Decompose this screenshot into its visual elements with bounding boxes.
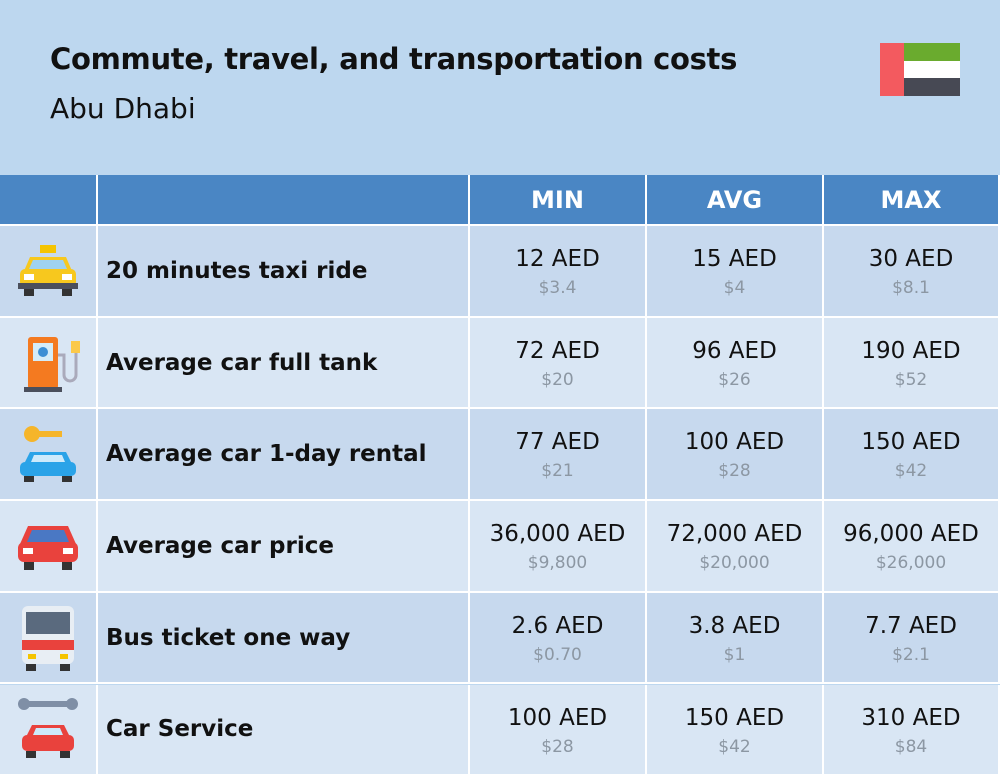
local-price: 150 AED [684, 704, 785, 731]
value-cell: 3.8 AED $1 [647, 592, 824, 685]
local-price: 12 AED [515, 246, 600, 272]
icon [24, 336, 80, 392]
row-label: 20 minutes taxi ride [98, 226, 470, 318]
icon [20, 426, 76, 483]
local-price: 100 AED [507, 704, 608, 731]
table: MIN AVG MAX 20 minutes taxi ride 12 AED $3.4 1… [0, 175, 1000, 776]
column-header: MIN [470, 175, 647, 226]
value-cell: 30 AED $8.1 [824, 226, 1000, 318]
subtitle: Abu Dhabi [50, 92, 196, 125]
local-price: 77 AED [515, 429, 600, 456]
local-price: 310 AED [861, 704, 961, 731]
row-label: Average car 1-day rental [98, 409, 470, 502]
value-cell: 100 AED $28 [470, 684, 647, 776]
value-cell: 2.6 AED $0.70 [470, 592, 647, 685]
local-price: 72,000 AED [666, 521, 803, 548]
title: Commute, travel, and transportation cost… [50, 42, 738, 76]
local-price: 150 AED [861, 429, 961, 456]
icon [22, 605, 74, 671]
value-cell: 15 AED $4 [647, 226, 824, 318]
local-price: 3.8 AED [688, 612, 781, 639]
usd-price: $9,800 [527, 553, 588, 574]
flag [880, 43, 960, 96]
row-icon [0, 592, 98, 685]
row-label: Car Service [98, 684, 470, 776]
row-icon [0, 409, 98, 502]
usd-price: $42 [718, 736, 751, 757]
row-label: Average car full tank [98, 317, 470, 410]
value-cell: 190 AED $52 [824, 317, 1000, 410]
value-cell: 72,000 AED $20,000 [647, 501, 824, 593]
local-price: 2.6 AED [511, 612, 604, 639]
local-price: 72 AED [515, 337, 600, 364]
usd-price: $2.1 [892, 644, 930, 665]
row-icon [0, 684, 98, 776]
usd-price: $26 [718, 369, 751, 390]
row-icon [0, 501, 98, 593]
icon [18, 244, 78, 296]
usd-price: $0.70 [533, 644, 582, 665]
usd-price: $42 [894, 461, 928, 482]
local-price: 36,000 AED [489, 521, 626, 548]
usd-price: $3.4 [538, 278, 577, 298]
row-label: Average car price [98, 501, 470, 593]
usd-price: $20 [541, 369, 574, 390]
value-cell: 150 AED $42 [824, 409, 1000, 502]
header-cell [98, 175, 470, 226]
header-cell [0, 175, 98, 226]
usd-price: $28 [718, 461, 751, 482]
local-price: 96,000 AED [843, 521, 979, 548]
usd-price: $1 [723, 644, 746, 665]
value-cell: 150 AED $42 [647, 684, 824, 776]
usd-price: $52 [894, 369, 928, 390]
usd-price: $84 [894, 736, 928, 757]
value-cell: 310 AED $84 [824, 684, 1000, 776]
value-cell: 100 AED $28 [647, 409, 824, 502]
local-price: 100 AED [684, 429, 785, 456]
column-header: MAX [824, 175, 1000, 226]
icon [18, 698, 78, 759]
local-price: 96 AED [692, 337, 777, 364]
usd-price: $21 [541, 461, 574, 482]
usd-price: $20,000 [699, 553, 770, 574]
local-price: 30 AED [868, 246, 954, 272]
value-cell: 72 AED $20 [470, 317, 647, 410]
usd-price: $26,000 [875, 553, 947, 574]
local-price: 190 AED [861, 337, 961, 364]
usd-price: $28 [541, 736, 574, 757]
row-icon [0, 226, 98, 318]
value-cell: 96 AED $26 [647, 317, 824, 410]
usd-price: $4 [723, 278, 746, 298]
value-cell: 77 AED $21 [470, 409, 647, 502]
row-icon [0, 317, 98, 410]
row-label: Bus ticket one way [98, 592, 470, 685]
value-cell: 12 AED $3.4 [470, 226, 647, 318]
column-header: AVG [647, 175, 824, 226]
value-cell: 96,000 AED $26,000 [824, 501, 1000, 593]
value-cell: 7.7 AED $2.1 [824, 592, 1000, 685]
value-cell: 36,000 AED $9,800 [470, 501, 647, 593]
local-price: 7.7 AED [865, 612, 957, 639]
usd-price: $8.1 [892, 278, 930, 298]
icon [18, 525, 78, 570]
local-price: 15 AED [692, 246, 777, 272]
